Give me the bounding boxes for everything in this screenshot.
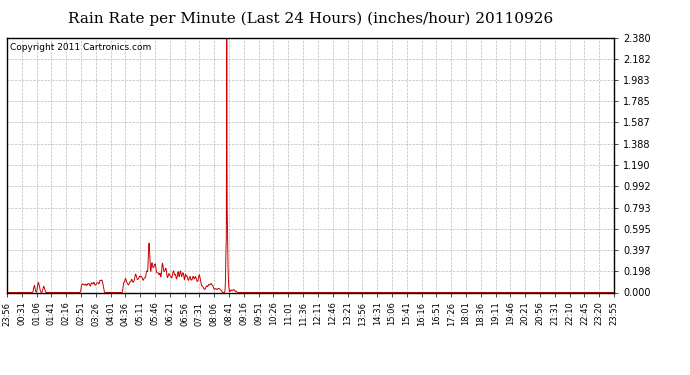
Text: Rain Rate per Minute (Last 24 Hours) (inches/hour) 20110926: Rain Rate per Minute (Last 24 Hours) (in… [68, 11, 553, 26]
Text: Copyright 2011 Cartronics.com: Copyright 2011 Cartronics.com [10, 43, 151, 52]
